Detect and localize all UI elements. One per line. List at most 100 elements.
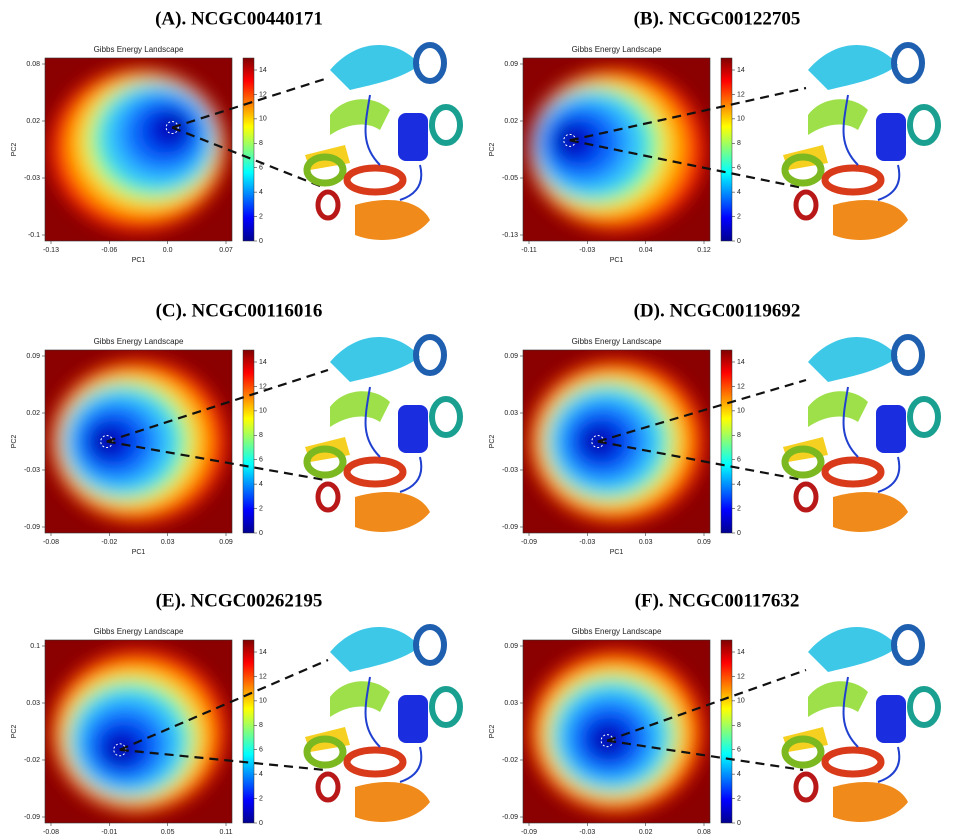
connector [106,440,326,482]
connector [606,739,804,772]
protein-part [833,492,908,532]
plot-frame [522,57,711,242]
protein-structure [781,334,941,532]
x-tick-label: 0.03 [639,539,653,546]
protein-part [355,492,430,532]
protein-part [808,337,898,382]
connector [119,748,326,772]
y-tick-label: 0.03 [504,700,518,707]
colorbar-tick-label: 12 [259,383,267,390]
colorbar-tick-label: 2 [737,213,741,220]
y-axis-label: PC2 [489,143,496,157]
protein-part [891,42,925,84]
protein-part [821,746,885,778]
x-tick-label: 0.03 [161,539,175,546]
x-tick-label: -0.06 [101,247,117,254]
y-tick-label: 0.09 [504,643,518,650]
protein-part [833,782,908,822]
y-tick-label: -0.03 [502,467,518,474]
x-tick-label: 0.09 [697,539,711,546]
heatmap [523,350,710,533]
connector [569,139,804,190]
protein-part [876,695,906,743]
protein-part [833,200,908,240]
colorbar-tick-label: 14 [737,67,745,74]
colorbar-tick-label: 10 [737,116,745,123]
panel-title: (B). NCGC00122705 [634,8,801,29]
landscape [50,359,227,524]
x-axis-label: PC1 [610,257,624,264]
connector [597,440,804,482]
protein-part [330,681,390,717]
heatmap [45,58,232,241]
connector [569,86,807,142]
x-tick-label: -0.09 [521,829,537,836]
protein-part [343,456,407,488]
y-tick-label: -0.05 [502,175,518,182]
colorbar-tick-label: 8 [259,722,263,729]
colorbar-tick-label: 12 [737,91,745,98]
protein-part [315,481,341,513]
y-tick-label: -0.02 [502,757,518,764]
protein-structure [303,624,463,822]
protein-part [413,42,447,84]
connector [119,658,329,751]
x-tick-label: 0.0 [163,247,173,254]
protein-part [429,686,463,728]
colorbar-tick-label: 2 [259,213,263,220]
y-axis-label: PC2 [11,143,18,157]
y-tick-label: 0.1 [30,643,40,650]
plot-title: Gibbs Energy Landscape [572,627,662,636]
x-tick-label: -0.08 [43,829,59,836]
colorbar-tick-label: 8 [737,432,741,439]
protein-part [793,771,819,803]
colorbar-tick-label: 6 [259,457,263,464]
colorbar-tick-label: 14 [259,359,267,366]
colorbar-tick-label: 6 [259,747,263,754]
y-axis-label: PC2 [489,435,496,449]
protein-part [429,104,463,146]
y-tick-label: 0.03 [26,700,40,707]
panel: (A). NCGC00440171 Gibbs Energy Landscape -… [11,8,463,264]
protein-part [429,396,463,438]
x-axis-label: PC1 [132,257,146,264]
protein-part [315,771,341,803]
colorbar-tick-label: 10 [259,408,267,415]
protein-part [330,627,420,672]
panel: (E). NCGC00262195 Gibbs Energy Landscape -… [11,590,463,836]
colorbar-tick-label: 14 [259,649,267,656]
protein-part [876,405,906,453]
protein-part [842,94,901,201]
protein-part [907,104,941,146]
plot-frame [44,57,233,242]
x-tick-label: 0.11 [219,829,232,836]
protein-part [364,676,423,783]
colorbar-tick-label: 4 [737,771,741,778]
landscape [528,649,705,814]
panel-title: (D). NCGC00119692 [634,300,801,321]
colorbar-tick-label: 6 [737,747,741,754]
protein-part [821,164,885,196]
x-tick-label: -0.03 [579,829,595,836]
colorbar-tick-label: 4 [259,189,263,196]
protein-part [891,334,925,376]
colorbar-tick-label: 8 [737,722,741,729]
x-tick-label: -0.13 [43,247,59,254]
x-tick-label: -0.08 [43,539,59,546]
y-tick-label: -0.13 [502,232,518,239]
protein-part [821,456,885,488]
y-tick-label: 0.09 [504,353,518,360]
protein-part [793,481,819,513]
connector [606,668,807,742]
y-tick-label: 0.02 [26,410,40,417]
landscape [50,67,227,232]
protein-structure [303,334,463,532]
protein-part [303,735,347,769]
x-tick-label: -0.02 [101,539,117,546]
colorbar-tick-label: 0 [737,530,741,537]
plot-title: Gibbs Energy Landscape [94,627,184,636]
y-tick-label: -0.03 [24,467,40,474]
colorbar [720,57,733,242]
colorbar-tick-label: 4 [737,189,741,196]
